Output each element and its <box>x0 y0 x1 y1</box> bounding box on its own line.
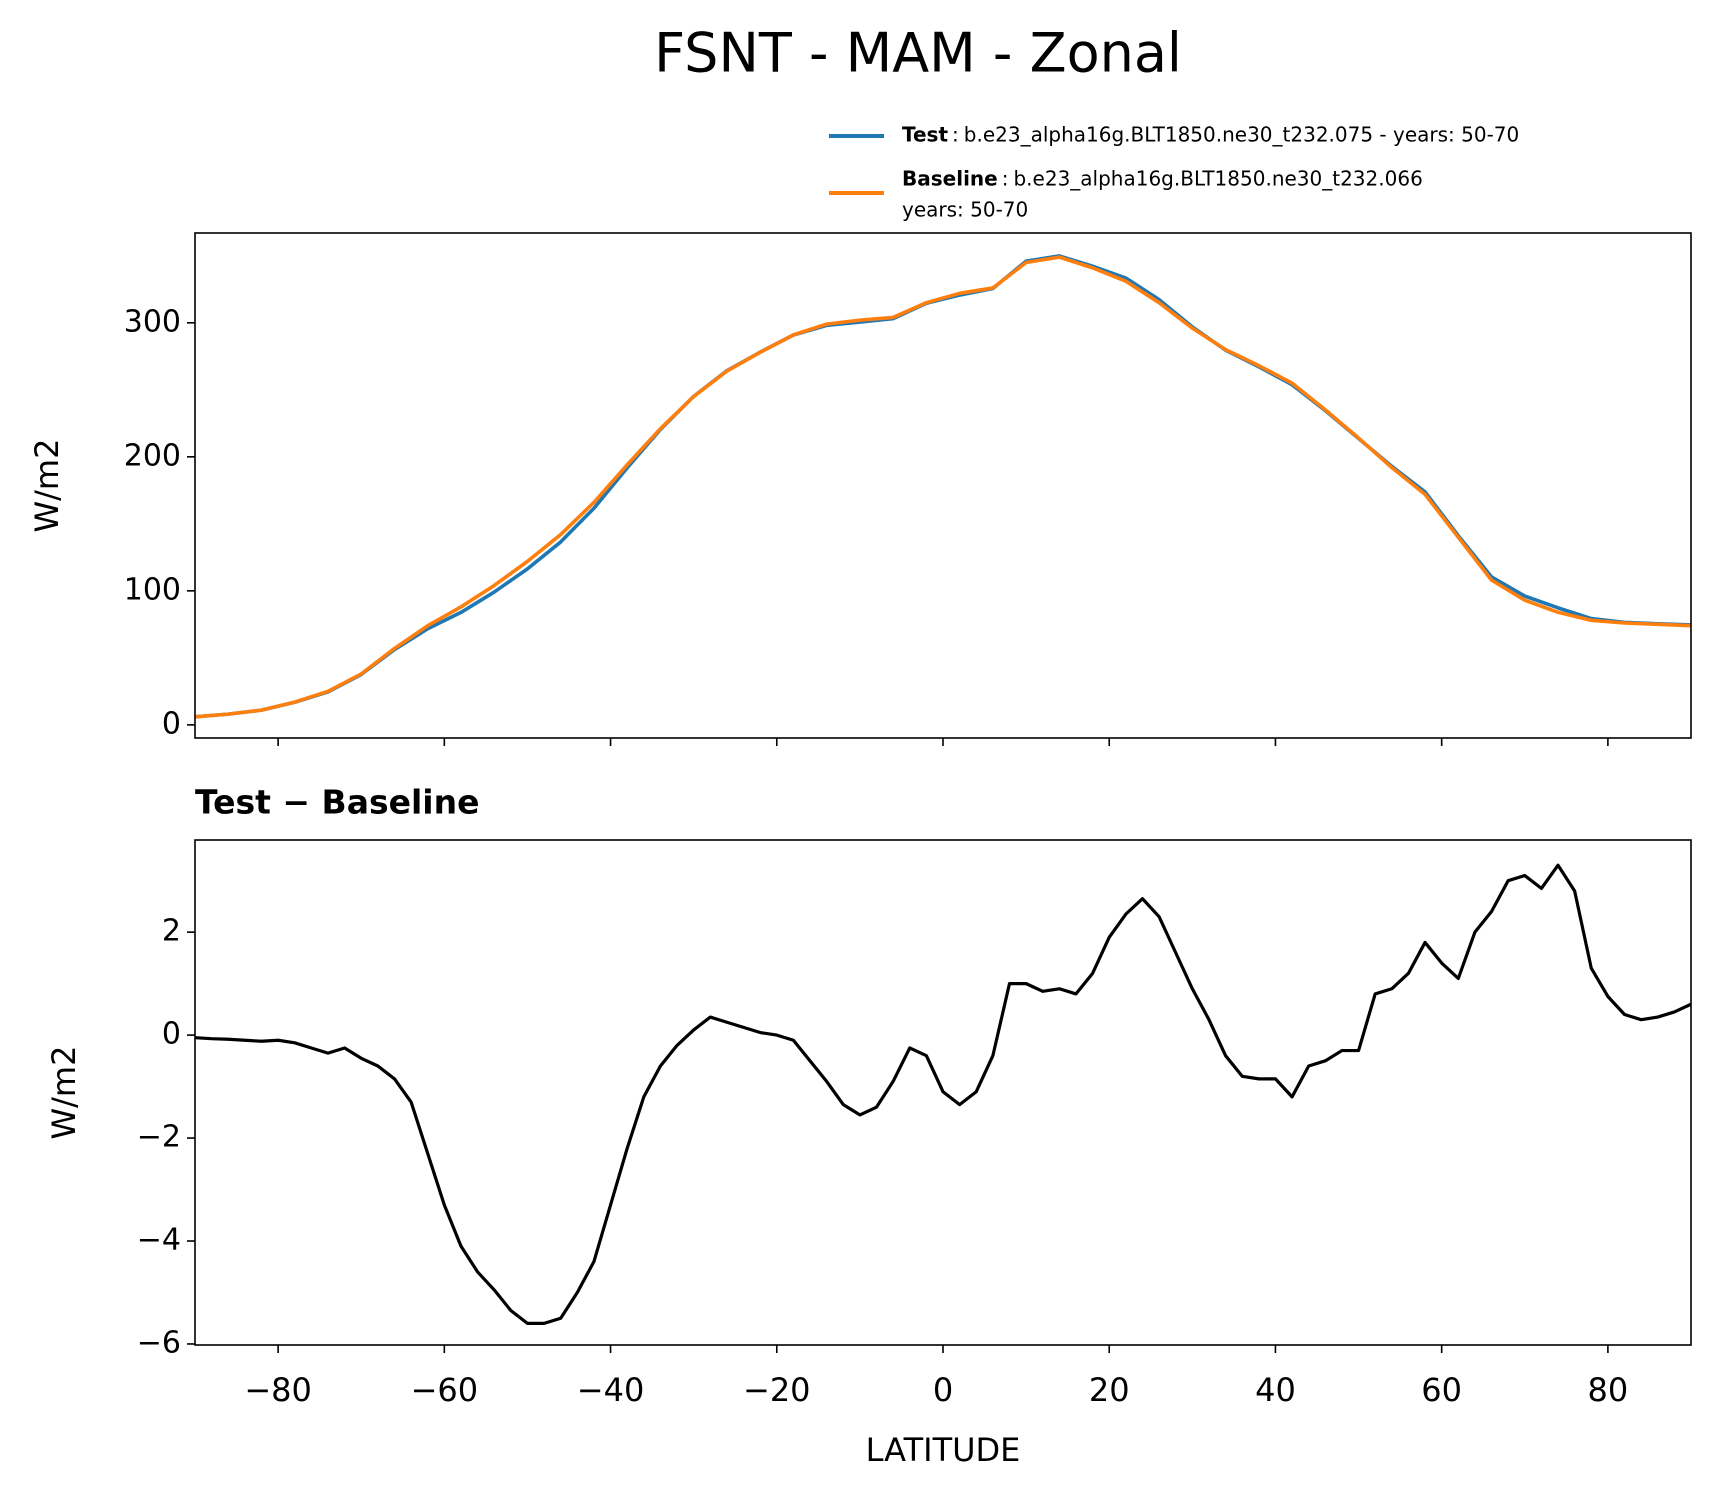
x-tick-label: 20 <box>1089 1371 1130 1409</box>
y-tick-label: 100 <box>124 572 181 607</box>
plot-frame <box>194 839 1692 1346</box>
legend-name: Test <box>902 123 948 147</box>
legend-separator: : <box>1002 167 1009 191</box>
x-tick-label: 60 <box>1421 1371 1462 1409</box>
series-line <box>195 254 1691 719</box>
axes-title: Test − Baseline <box>195 783 480 822</box>
y-axis-label: W/m2 <box>45 1046 83 1140</box>
x-tick-label: −80 <box>244 1371 312 1409</box>
series-line <box>195 255 1691 719</box>
x-axis-label: LATITUDE <box>866 1431 1021 1469</box>
x-tick-label: −60 <box>411 1371 479 1409</box>
legend-description: years: 50-70 <box>902 198 1028 222</box>
y-tick-label: −4 <box>137 1223 181 1258</box>
y-tick-label: 0 <box>162 706 181 741</box>
figure-title: FSNT - MAM - Zonal <box>654 22 1182 85</box>
plot-frame <box>194 232 1692 739</box>
legend-description: b.e23_alpha16g.BLT1850.ne30_t232.066 <box>1013 167 1422 191</box>
y-axis-label: W/m2 <box>28 439 66 533</box>
x-tick-label: 0 <box>933 1371 953 1409</box>
x-tick-label: −20 <box>743 1371 811 1409</box>
y-tick-label: 0 <box>162 1017 181 1052</box>
y-tick-label: −2 <box>137 1120 181 1155</box>
y-tick-label: 200 <box>124 438 181 473</box>
legend-separator: : <box>952 123 959 147</box>
legend-name: Baseline <box>902 167 998 191</box>
x-tick-label: 40 <box>1255 1371 1296 1409</box>
x-tick-label: 80 <box>1588 1371 1629 1409</box>
y-tick-label: 300 <box>124 304 181 339</box>
x-tick-label: −40 <box>577 1371 645 1409</box>
y-tick-label: 2 <box>162 914 181 949</box>
series-line <box>195 863 1691 1325</box>
legend-description: b.e23_alpha16g.BLT1850.ne30_t232.075 - y… <box>964 123 1520 147</box>
y-tick-label: −6 <box>137 1325 181 1360</box>
